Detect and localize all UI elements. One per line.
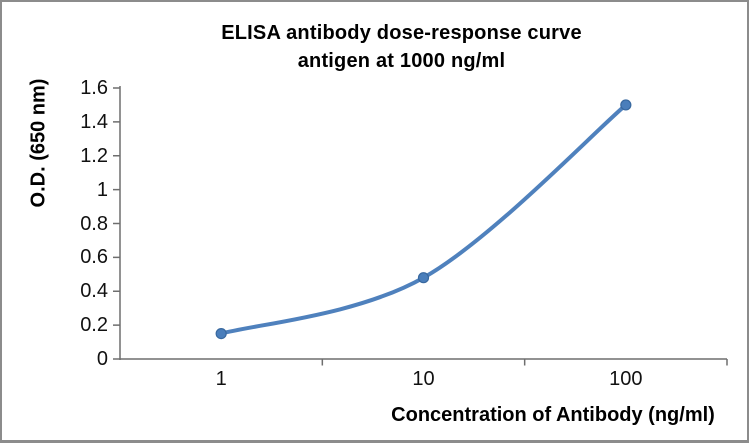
x-axis-title: Concentration of Antibody (ng/ml): [391, 404, 715, 426]
y-tick-label: 1.4: [80, 110, 108, 133]
y-tick-label: 0.8: [80, 212, 108, 235]
chart-subtitle: antigen at 1000 ng/ml: [297, 50, 506, 72]
y-tick-label: 1.6: [80, 77, 108, 99]
y-tick-label: 0.2: [80, 314, 108, 337]
y-tick-label: 0.4: [80, 280, 108, 303]
y-tick-label: 0: [96, 348, 108, 370]
data-point: [215, 327, 227, 340]
y-tick-label: 1.2: [80, 144, 108, 167]
y-tick-label: 0.6: [80, 246, 108, 269]
x-tick-label: 10: [412, 368, 435, 390]
x-tick-label: 100: [609, 368, 643, 390]
data-point: [620, 99, 632, 111]
data-curve: [219, 102, 628, 336]
y-tick-labels: 0 0.2 0.4 0.6 0.8 1 1.2 1.4 1.6: [2, 2, 108, 440]
chart-title-block: ELISA antibody dose-response curve antig…: [52, 19, 747, 75]
chart-title: ELISA antibody dose-response curve: [221, 22, 582, 44]
y-tick-label: 1: [96, 178, 108, 201]
data-point: [417, 272, 430, 284]
x-tick-label: 1: [215, 368, 227, 390]
